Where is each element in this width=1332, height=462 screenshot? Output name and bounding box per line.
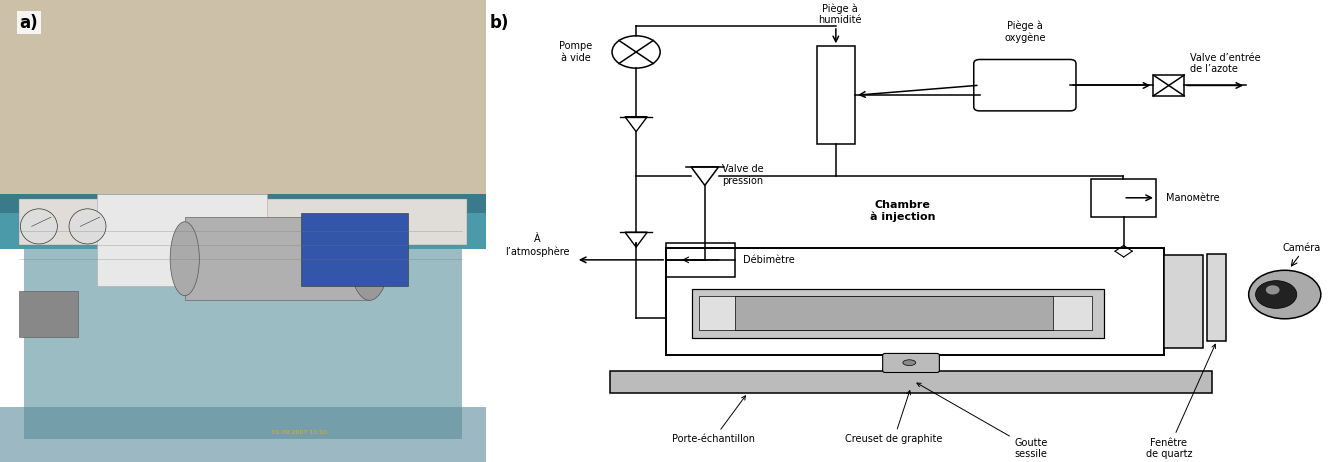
Text: b): b) (490, 14, 509, 32)
Bar (97, 194, 268, 286)
Circle shape (1256, 280, 1297, 309)
Circle shape (20, 209, 57, 244)
Text: Valve de
pression: Valve de pression (722, 164, 763, 186)
FancyBboxPatch shape (883, 353, 939, 372)
Bar (185, 217, 369, 300)
Bar (1207, 254, 1227, 341)
Bar (301, 213, 409, 286)
Circle shape (1248, 270, 1321, 319)
Text: a): a) (20, 14, 39, 32)
Bar (666, 249, 1164, 355)
Text: À
l’atmosphère: À l’atmosphère (505, 234, 570, 256)
Text: Fenêtre
de quartz: Fenêtre de quartz (1146, 344, 1216, 459)
Bar (0, 194, 486, 222)
Circle shape (69, 209, 107, 244)
Text: Manoмètre: Manoмètre (1167, 193, 1220, 203)
Text: 01.09.2007 11:10: 01.09.2007 11:10 (272, 430, 328, 435)
Text: Pompe
à vide: Pompe à vide (559, 41, 593, 63)
Bar (735, 296, 1052, 330)
Bar (691, 289, 1104, 338)
Text: Piège à
humidité: Piège à humidité (818, 3, 862, 25)
Text: Caméra: Caméra (1283, 243, 1321, 253)
Bar (0, 0, 486, 208)
Bar (0, 213, 486, 249)
Text: Porte-échantillon: Porte-échantillon (671, 396, 755, 444)
Bar (1091, 179, 1156, 217)
Bar (817, 46, 855, 144)
Bar (699, 296, 1092, 330)
Text: Piège à
oxygène: Piège à oxygène (1004, 20, 1046, 43)
Bar (1164, 255, 1203, 348)
Ellipse shape (903, 360, 915, 365)
Circle shape (1265, 285, 1280, 295)
Text: Chambre
à injection: Chambre à injection (870, 200, 935, 222)
Bar (610, 371, 1212, 393)
Bar (0, 407, 486, 462)
Text: Creuset de graphite: Creuset de graphite (844, 390, 943, 444)
Bar (24, 208, 462, 439)
Text: Débimètre: Débimètre (743, 255, 795, 265)
Ellipse shape (170, 222, 200, 296)
Bar (1154, 75, 1184, 96)
Text: Valve d’entrée
de l’azote: Valve d’entrée de l’azote (1191, 53, 1261, 74)
Bar (20, 199, 466, 245)
Text: Goutte
sessile: Goutte sessile (916, 383, 1048, 459)
Bar (666, 243, 735, 277)
Bar (20, 291, 77, 337)
Ellipse shape (350, 217, 389, 300)
